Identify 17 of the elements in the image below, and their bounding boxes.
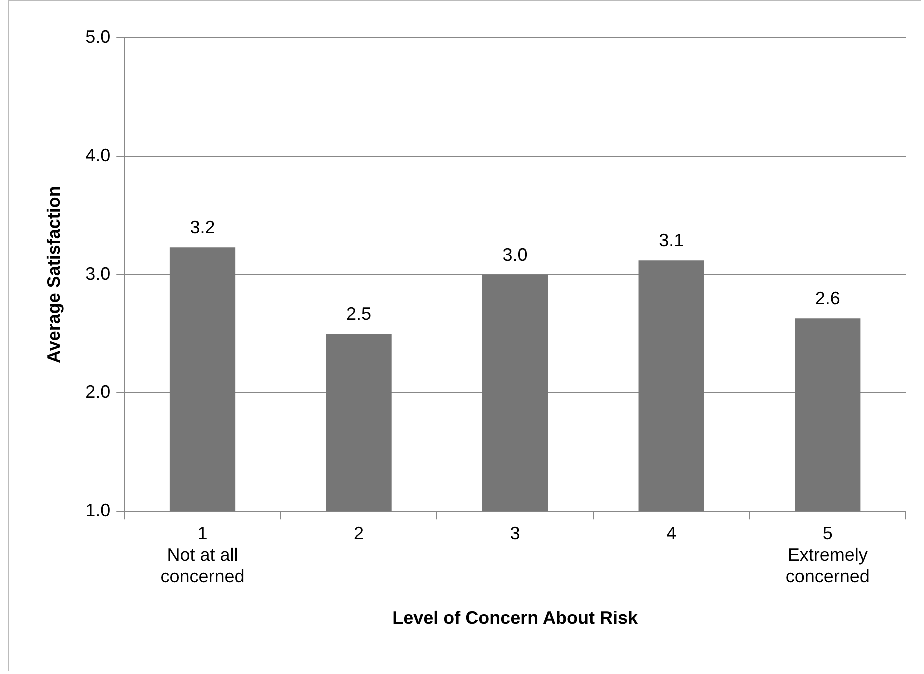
x-tick-label: 3	[510, 523, 520, 544]
data-label: 3.2	[190, 218, 216, 238]
y-tick-label: 3.0	[86, 264, 111, 284]
x-tick-label: 4	[666, 523, 677, 544]
data-label: 2.5	[346, 304, 372, 324]
y-axis-title: Average Satisfaction	[44, 186, 64, 364]
y-tick-label: 5.0	[86, 26, 111, 47]
x-tick-label: 5 Extremely concerned	[786, 523, 870, 587]
y-tick-label: 2.0	[86, 382, 111, 402]
x-tick-label: 1 Not at all concerned	[160, 523, 245, 587]
x-tick-label: 2	[354, 523, 364, 544]
y-tick-label: 4.0	[86, 145, 111, 166]
data-label: 3.1	[659, 230, 684, 251]
y-tick-label: 1.0	[86, 500, 111, 521]
data-label: 3.0	[502, 244, 528, 265]
x-axis-title: Level of Concern About Risk	[392, 608, 639, 628]
data-label: 2.6	[815, 288, 840, 309]
